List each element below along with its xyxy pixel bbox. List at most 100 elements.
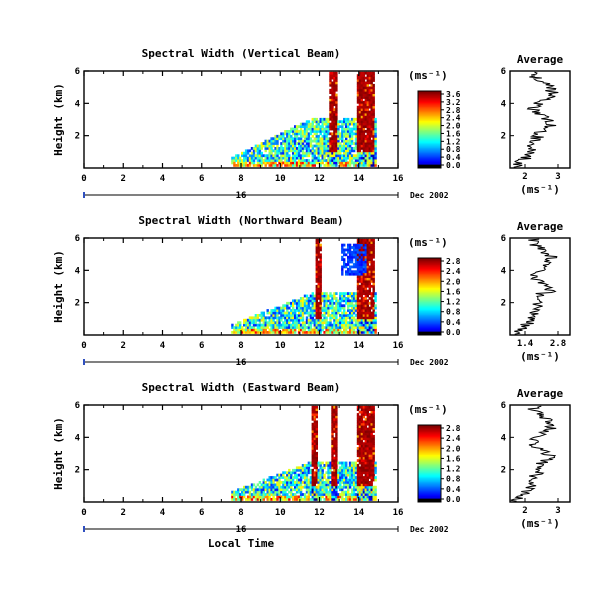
heatmap-cell xyxy=(368,485,371,489)
heatmap-cell xyxy=(315,432,318,436)
heatmap-cell xyxy=(362,120,366,124)
heatmap-cell xyxy=(278,311,281,315)
heatmap-cell xyxy=(295,473,299,477)
heatmap-cell xyxy=(270,137,273,141)
heatmap-cell xyxy=(362,408,366,411)
heatmap-cell xyxy=(356,297,360,300)
heatmap-cell xyxy=(372,442,375,445)
heatmap-cell xyxy=(303,495,307,499)
heatmap-cell xyxy=(288,495,291,499)
heatmap-cell xyxy=(290,316,293,320)
heatmap-cell xyxy=(335,71,338,75)
heatmap-cell xyxy=(292,309,295,312)
heatmap-cell xyxy=(272,323,275,327)
heatmap-cell xyxy=(299,164,303,167)
heatmap-cell xyxy=(244,485,248,489)
heatmap-cell xyxy=(327,461,330,465)
heatmap-cell xyxy=(268,159,271,162)
heatmap-cell xyxy=(268,161,271,165)
heatmap-cell xyxy=(305,139,309,143)
heatmap-cell xyxy=(358,314,362,317)
colorbar-swatch xyxy=(418,119,441,122)
heatmap-cell xyxy=(337,478,340,482)
heatmap-cell xyxy=(360,478,364,482)
heatmap-cell xyxy=(323,147,326,150)
heatmap-cell xyxy=(258,328,262,332)
heatmap-cell xyxy=(276,318,279,322)
heatmap-cell xyxy=(284,137,287,141)
heatmap-cell xyxy=(329,103,332,107)
heatmap-cell xyxy=(370,466,373,470)
colorbar-swatch xyxy=(418,125,441,128)
heatmap-cell xyxy=(354,164,358,167)
colorbar-unit-label: (ms⁻¹) xyxy=(408,69,448,82)
heatmap-cell xyxy=(352,495,356,499)
heatmap-cell xyxy=(372,468,375,472)
heatmap-cell xyxy=(372,100,375,104)
heatmap-cell xyxy=(360,294,364,298)
heatmap-cell xyxy=(268,493,271,496)
heatmap-cell xyxy=(331,301,334,305)
heatmap-cell xyxy=(264,483,267,487)
heatmap-cell xyxy=(307,478,311,482)
heatmap-cell xyxy=(319,265,322,269)
heatmap-cell xyxy=(372,267,375,271)
heatmap-cell xyxy=(366,434,369,438)
heatmap-cell xyxy=(266,326,269,329)
heatmap-cell xyxy=(294,498,297,501)
heatmap-cell xyxy=(276,134,279,138)
date-label: Dec 2002 xyxy=(410,358,449,367)
heatmap-cell xyxy=(313,495,316,499)
heatmap-cell xyxy=(368,459,371,462)
heatmap-cell xyxy=(358,253,362,257)
heatmap-cell xyxy=(286,132,289,136)
heatmap-cell xyxy=(329,316,332,320)
heatmap-cell xyxy=(370,447,373,450)
heatmap-cell xyxy=(329,321,332,325)
heatmap-cell xyxy=(372,294,375,298)
heatmap-cell xyxy=(319,466,322,470)
heatmap-cell xyxy=(237,156,240,160)
heatmap-cell xyxy=(243,323,246,327)
heatmap-cell xyxy=(233,156,236,160)
heatmap-cell xyxy=(335,113,338,116)
heatmap-cell xyxy=(244,488,248,492)
heatmap-cell xyxy=(368,91,371,94)
heatmap-cell xyxy=(354,292,358,295)
heatmap-cell xyxy=(258,498,262,501)
colorbar-swatch xyxy=(418,427,441,430)
heatmap-cell xyxy=(345,476,348,479)
heatmap-cell xyxy=(282,161,285,165)
heatmap-cell xyxy=(274,323,277,327)
heatmap-cell xyxy=(244,490,248,494)
heatmap-cell xyxy=(321,161,324,165)
heatmap-cell xyxy=(347,156,350,160)
heatmap-cell xyxy=(372,260,375,264)
heatmap-cell xyxy=(317,294,320,298)
heatmap-cell xyxy=(362,125,366,128)
heatmap-cell xyxy=(315,321,318,325)
heatmap-cell xyxy=(329,292,332,295)
heatmap-cell xyxy=(288,137,291,141)
heatmap-cell xyxy=(350,309,354,312)
heatmap-cell xyxy=(294,488,297,492)
heatmap-cell xyxy=(370,88,373,92)
heatmap-cell xyxy=(284,493,287,496)
heatmap-cell xyxy=(288,471,291,475)
heatmap-cell xyxy=(311,461,314,465)
heatmap-cell xyxy=(286,161,289,165)
heatmap-cell xyxy=(258,318,262,322)
heatmap-cell xyxy=(339,478,342,482)
heatmap-cell xyxy=(327,159,330,162)
heatmap-cell xyxy=(282,142,285,145)
heatmap-cell xyxy=(368,430,371,433)
heatmap-cell xyxy=(362,309,366,312)
heatmap-cell xyxy=(303,483,307,487)
heatmap-cell xyxy=(286,134,289,138)
heatmap-cell xyxy=(268,321,271,325)
heatmap-cell xyxy=(354,471,358,475)
heatmap-cell xyxy=(352,481,356,484)
heatmap-cell xyxy=(256,483,260,487)
colorbar-swatch xyxy=(418,314,441,317)
heatmap-cell xyxy=(366,91,369,94)
